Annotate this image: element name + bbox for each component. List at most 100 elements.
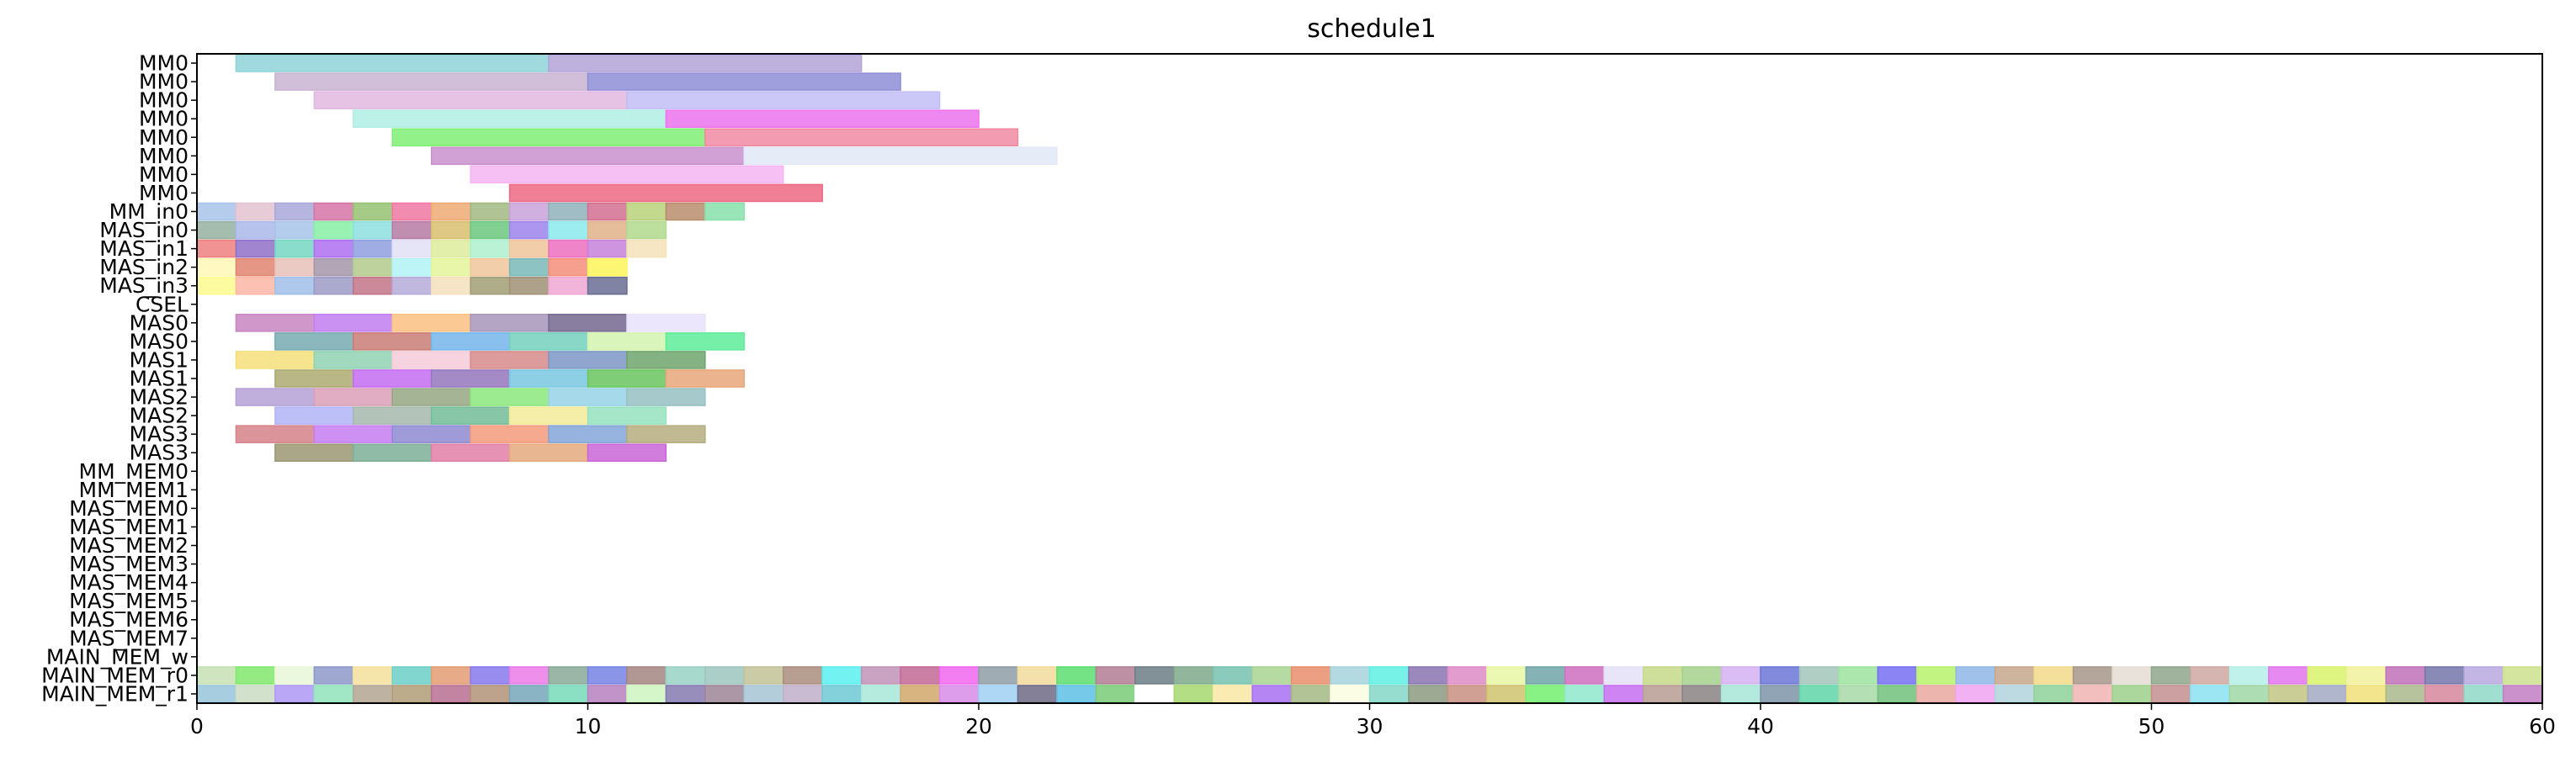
y-tick-label: MAS_in0: [99, 218, 189, 242]
task-bar: [1212, 666, 1253, 685]
task-bar: [1056, 666, 1097, 685]
task-bar: [353, 109, 667, 128]
task-bar: [196, 202, 237, 221]
task-bar: [391, 257, 433, 277]
y-tick-label: MAS1: [130, 347, 189, 372]
task-bar: [2150, 666, 2191, 685]
task-bar: [2268, 685, 2309, 703]
task-bar: [470, 314, 550, 332]
task-bar: [587, 72, 901, 91]
y-tick-label: MAS1: [130, 367, 189, 391]
task-bar: [1173, 685, 1214, 703]
y-tick-label: MAS_MEM7: [69, 626, 189, 650]
y-tick-label: MAS_MEM4: [69, 570, 189, 595]
task-bar: [626, 220, 667, 240]
task-bar: [2307, 685, 2348, 703]
task-bar: [548, 54, 863, 72]
y-tick-label: MAS3: [130, 422, 189, 447]
task-bar: [430, 332, 511, 351]
task-bar: [391, 666, 433, 685]
task-bar: [821, 685, 863, 703]
task-bar: [2424, 666, 2465, 685]
task-bar: [1798, 685, 1840, 703]
task-bar: [2111, 685, 2153, 703]
task-bar: [274, 202, 316, 221]
task-bar: [508, 369, 589, 388]
task-bar: [626, 202, 667, 221]
task-bar: [860, 685, 901, 703]
x-tick-label: 20: [965, 714, 992, 738]
task-bar: [508, 202, 550, 221]
task-bar: [587, 276, 628, 295]
task-bar: [508, 332, 589, 351]
task-bar: [1134, 685, 1176, 703]
task-bar: [235, 666, 276, 685]
task-bar: [1486, 666, 1527, 685]
y-tick-label: MAS_MEM3: [69, 552, 189, 576]
task-bar: [1525, 666, 1566, 685]
task-bar: [1720, 685, 1761, 703]
task-bar: [313, 685, 354, 703]
task-bar: [1877, 666, 1918, 685]
task-bar: [391, 685, 433, 703]
task-bar: [470, 351, 550, 369]
task-bar: [508, 276, 550, 295]
task-bar: [2190, 685, 2231, 703]
task-bar: [353, 220, 393, 240]
y-tick-label: MAS_MEM2: [69, 533, 189, 558]
y-tick-label: MAIN_MEM_w: [46, 644, 189, 669]
task-bar: [1095, 666, 1136, 685]
y-tick-label: MAIN_MEM_r0: [41, 663, 189, 687]
task-bar: [391, 128, 706, 147]
task-bar: [274, 257, 316, 277]
task-bar: [587, 666, 628, 685]
y-tick-label: MAS0: [130, 310, 189, 335]
task-bar: [548, 351, 628, 369]
task-bar: [1877, 685, 1918, 703]
task-bar: [587, 257, 628, 277]
task-bar: [274, 443, 354, 463]
task-bar: [704, 685, 746, 703]
task-bar: [1017, 666, 1058, 685]
y-tick-label: MM0: [139, 107, 189, 131]
task-bar: [235, 276, 276, 295]
task-bar: [704, 202, 746, 221]
task-bar: [665, 369, 746, 388]
task-bar: [1603, 666, 1644, 685]
task-bar: [313, 91, 628, 109]
x-tick-label: 40: [1747, 714, 1774, 738]
task-bar: [587, 685, 628, 703]
task-bar: [1251, 685, 1293, 703]
task-bar: [2463, 666, 2504, 685]
task-bar: [470, 388, 550, 406]
task-bar: [1916, 685, 1957, 703]
task-bar: [587, 369, 667, 388]
task-bar: [353, 666, 393, 685]
task-bar: [1798, 666, 1840, 685]
task-bar: [470, 276, 511, 295]
y-tick-label: MAS_in3: [99, 273, 189, 298]
task-bar: [353, 685, 393, 703]
task-bar: [470, 239, 511, 258]
y-tick-label: MM0: [139, 162, 189, 187]
task-bar: [508, 443, 589, 463]
task-bar: [508, 666, 550, 685]
task-bar: [587, 332, 667, 351]
task-bar: [1447, 685, 1488, 703]
task-bar: [1681, 666, 1723, 685]
task-bar: [391, 202, 433, 221]
task-bar: [235, 685, 276, 703]
task-bar: [2268, 666, 2309, 685]
task-bar: [313, 239, 354, 258]
task-bar: [626, 91, 941, 109]
task-bar: [470, 220, 511, 240]
task-bar: [508, 406, 589, 425]
task-bar: [274, 666, 316, 685]
task-bar: [470, 165, 784, 184]
task-bar: [704, 128, 1019, 147]
task-bar: [313, 314, 394, 332]
task-bar: [548, 388, 628, 406]
task-bar: [626, 388, 706, 406]
task-bar: [1564, 666, 1605, 685]
